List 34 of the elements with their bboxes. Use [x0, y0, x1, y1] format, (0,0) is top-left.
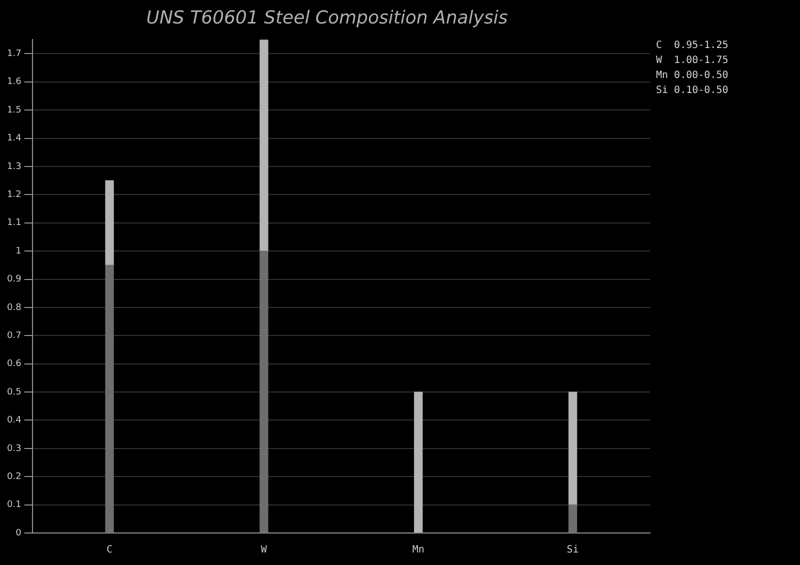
text: Mn 0.00-0.50 [656, 70, 728, 82]
y-tick-label: 1.1 [6, 218, 22, 228]
y-tick-label: 0.2 [6, 472, 22, 482]
x-tick-label: C [106, 544, 113, 556]
x-tick-label: Mn [412, 544, 424, 556]
x-tick-label: Si [566, 544, 579, 556]
y-tick-label: 1.3 [6, 162, 22, 172]
y-tick-label: 0.3 [6, 444, 22, 454]
y-tick-label: 0.5 [6, 387, 22, 398]
chart-title: UNS T60601 Steel Composition Analysis [146, 7, 508, 28]
x-tick-label: W [260, 544, 268, 556]
bar [105, 180, 114, 266]
y-tick-label: 1.2 [6, 190, 22, 200]
y-tick-label: 1.7 [6, 49, 22, 60]
bar [105, 264, 114, 533]
y-tick-label: 0.7 [6, 330, 22, 341]
y-tick-label: 0.9 [6, 274, 22, 285]
y-tick-label: 1 [16, 246, 22, 256]
y-tick-label: 1.6 [6, 77, 22, 88]
text: W 1.00-1.75 [656, 55, 728, 66]
bar [260, 40, 268, 252]
bar [414, 392, 423, 533]
y-tick-label: 0.6 [6, 359, 22, 370]
bar [260, 250, 268, 533]
bar [568, 392, 578, 506]
text: Si 0.10-0.50 [656, 85, 728, 96]
bar [568, 504, 578, 533]
y-tick-label: 0.1 [6, 500, 22, 510]
y-tick-label: 1.5 [6, 105, 22, 116]
y-tick-label: 0 [16, 528, 22, 538]
text: C 0.95-1.25 [656, 40, 728, 52]
y-tick-label: 1.4 [6, 134, 22, 144]
y-tick-label: 0.8 [6, 302, 22, 313]
y-tick-label: 0.4 [6, 416, 22, 426]
